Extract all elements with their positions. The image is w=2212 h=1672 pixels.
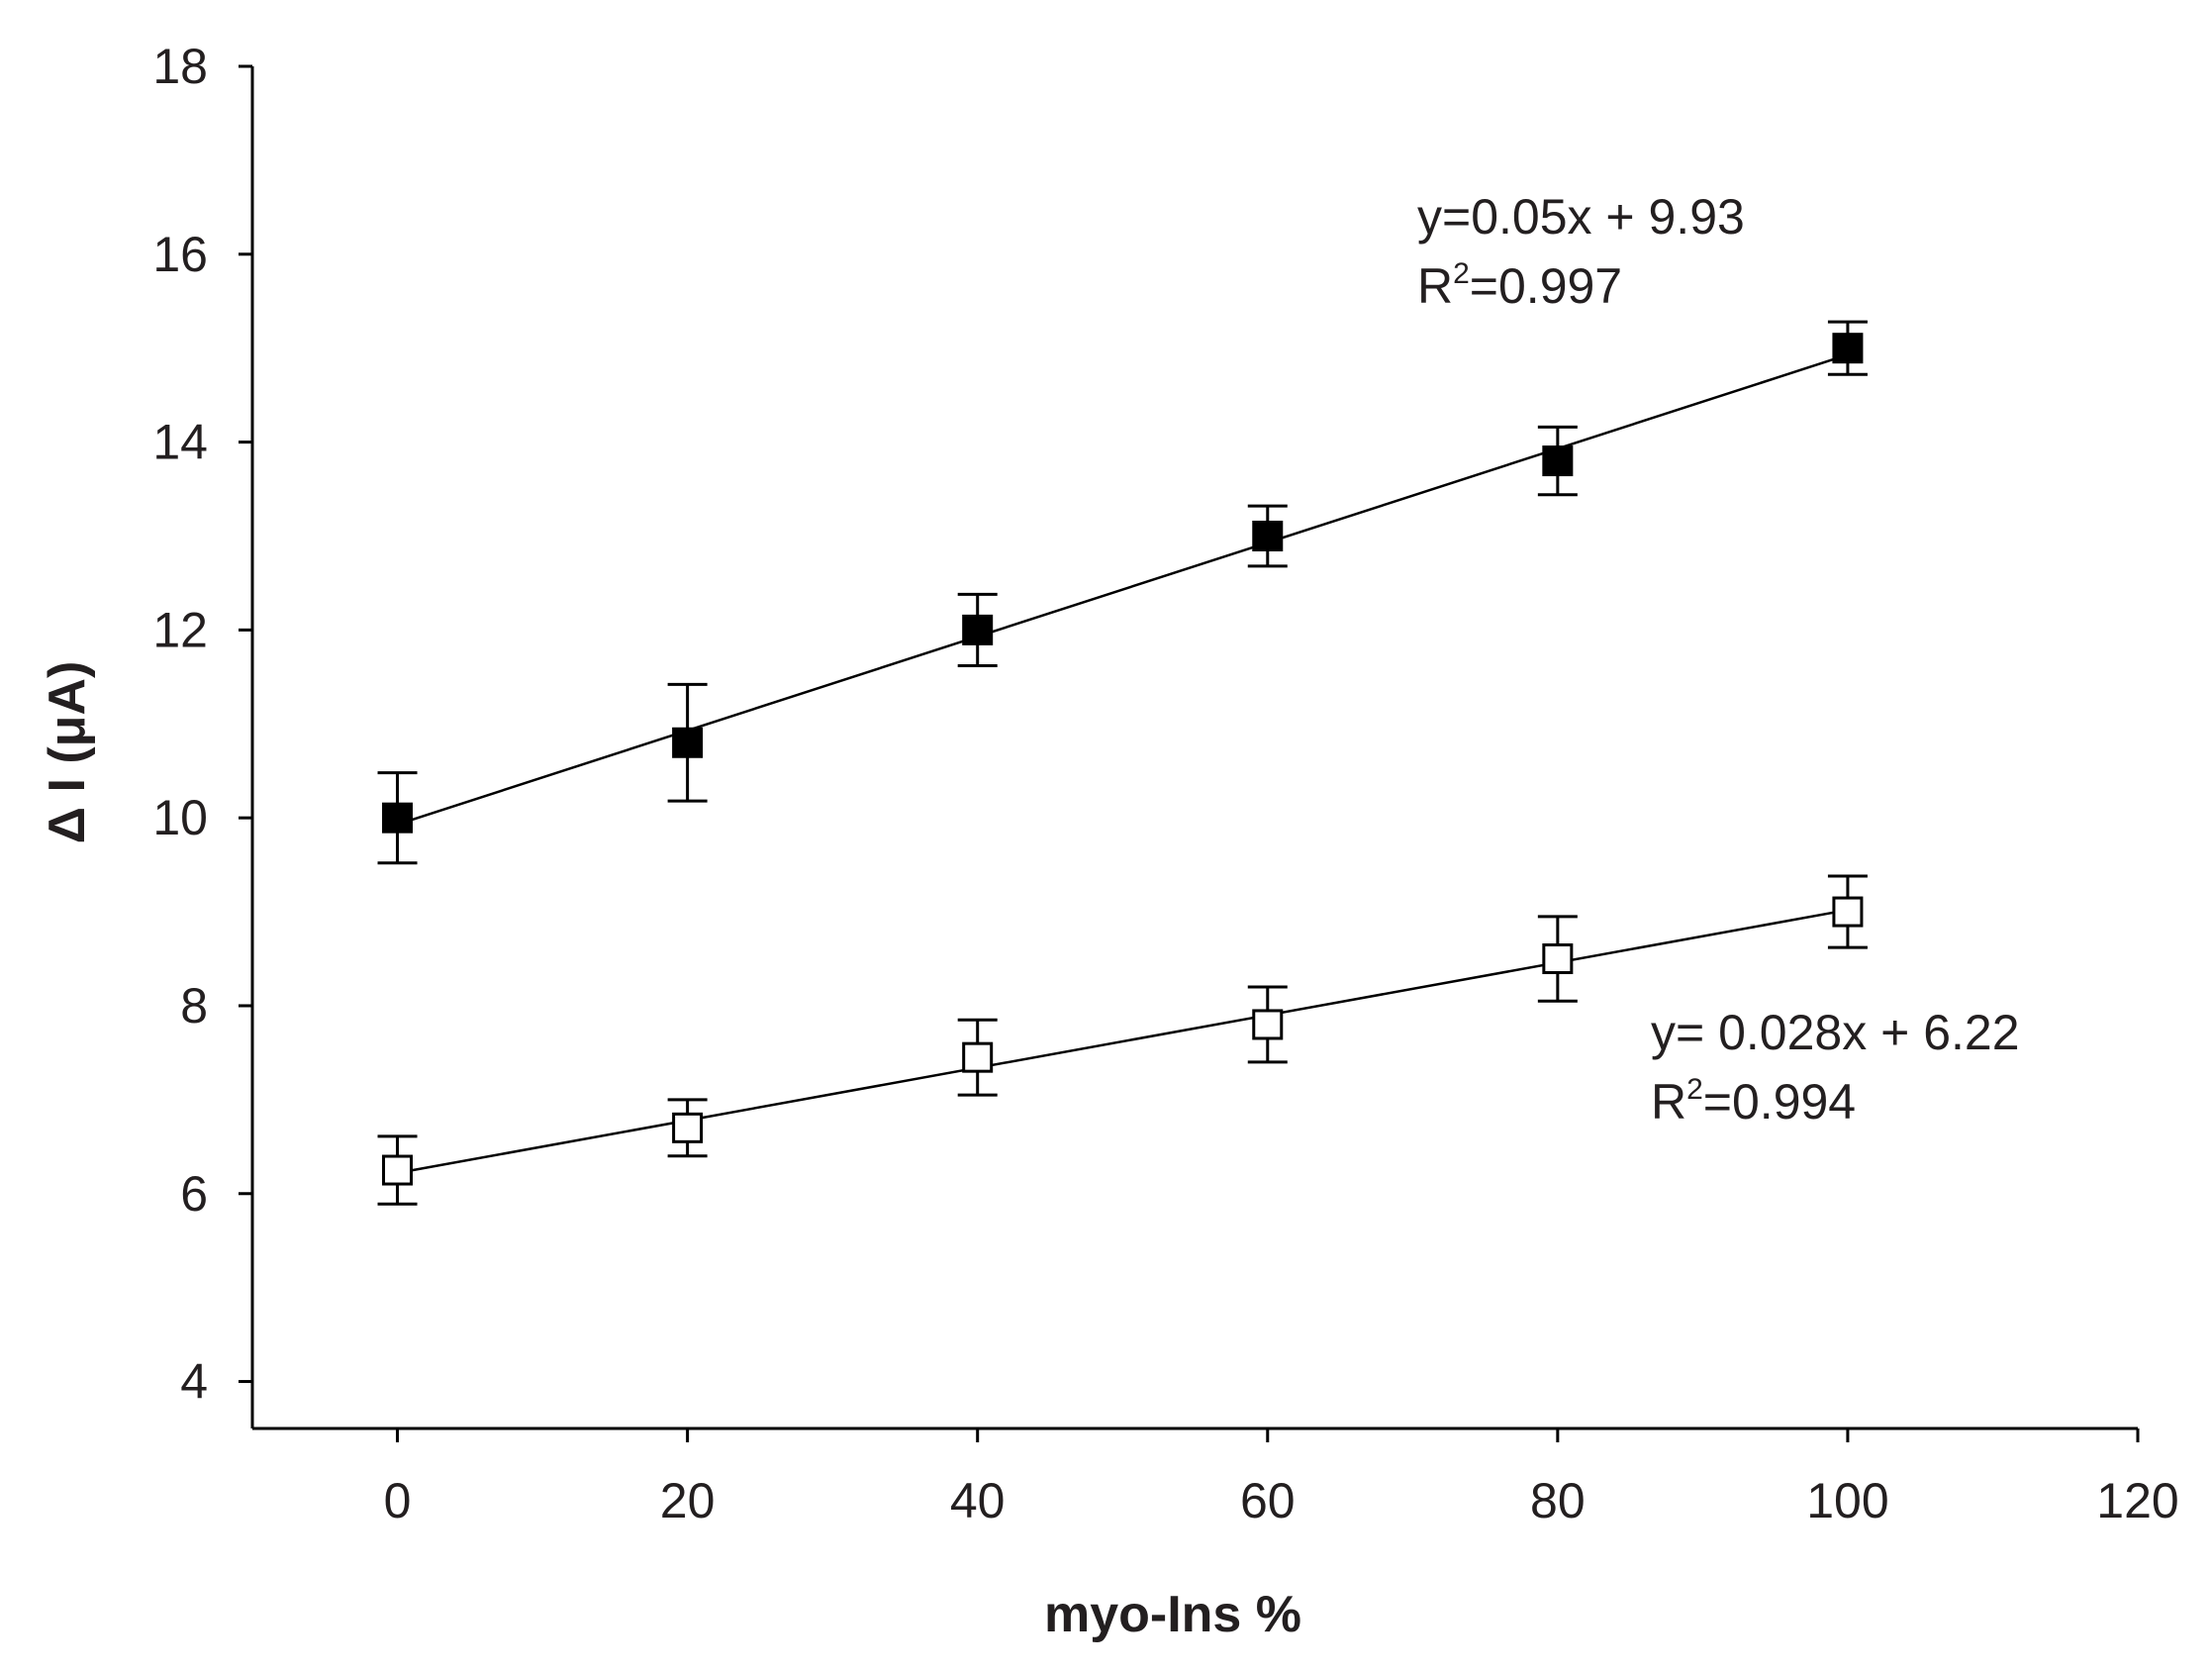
x-ticks: 0 20 40 60 80 100 120 xyxy=(384,1428,2179,1528)
data-point-open xyxy=(672,1112,704,1143)
data-points xyxy=(382,333,1864,1186)
y-tick-label: 10 xyxy=(152,790,208,845)
x-tick-label: 100 xyxy=(1806,1473,1888,1528)
fit-line-series-1 xyxy=(397,353,1849,827)
y-tick-label: 16 xyxy=(152,227,208,282)
equation-series-1: y=0.05x + 9.93 xyxy=(1417,189,1745,245)
x-tick-label: 20 xyxy=(660,1473,716,1528)
y-ticks: 4 6 8 10 12 14 16 18 xyxy=(152,39,252,1410)
x-tick-label: 80 xyxy=(1530,1473,1586,1528)
data-point-filled xyxy=(382,802,414,834)
data-point-open xyxy=(1832,896,1864,928)
y-tick-label: 14 xyxy=(152,415,208,470)
x-tick-label: 60 xyxy=(1240,1473,1296,1528)
x-tick-label: 120 xyxy=(2096,1473,2178,1528)
data-point-filled xyxy=(1832,333,1864,364)
fit-lines xyxy=(397,353,1849,1175)
r2-series-2: R2=0.994 xyxy=(1651,1073,1856,1130)
data-point-filled xyxy=(1252,520,1284,551)
equation-series-2: y= 0.028x + 6.22 xyxy=(1651,1005,2020,1060)
data-point-open xyxy=(382,1154,414,1186)
data-point-filled xyxy=(1542,445,1574,477)
data-point-open xyxy=(1252,1009,1284,1040)
data-point-open xyxy=(1542,943,1574,975)
y-axis-title: Δ I (μA) xyxy=(39,661,96,844)
y-tick-label: 12 xyxy=(152,602,208,657)
data-point-filled xyxy=(962,614,994,645)
r2-series-1: R2=0.997 xyxy=(1417,257,1622,314)
x-tick-label: 0 xyxy=(384,1473,412,1528)
y-tick-label: 4 xyxy=(180,1354,208,1410)
axes xyxy=(250,66,2138,1430)
fit-line-series-2 xyxy=(397,908,1849,1175)
data-point-filled xyxy=(672,727,704,758)
error-bars xyxy=(377,320,1868,1206)
data-point-open xyxy=(962,1041,994,1073)
x-tick-label: 40 xyxy=(950,1473,1006,1528)
y-tick-label: 8 xyxy=(180,978,208,1033)
x-axis-title: myo-Ins % xyxy=(1044,1586,1301,1643)
y-tick-label: 18 xyxy=(152,39,208,94)
y-tick-label: 6 xyxy=(180,1166,208,1222)
